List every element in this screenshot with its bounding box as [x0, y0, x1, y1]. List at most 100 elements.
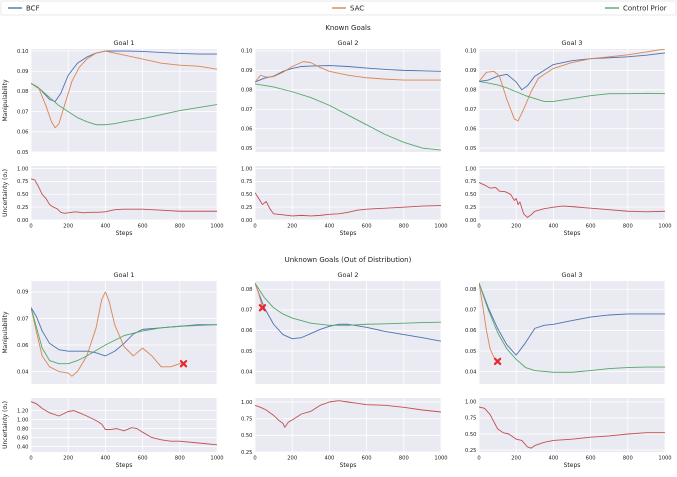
y-tick-label: 0.40 [17, 444, 29, 450]
chart-title: Goal 3 [561, 39, 582, 47]
plot-area [479, 49, 665, 152]
y-tick-label: 0.50 [241, 192, 253, 198]
y-axis-label: Uncertainty (σ₁) [2, 401, 9, 449]
series-line-control-prior [479, 282, 665, 373]
series-lines [255, 192, 441, 217]
x-tick-label: 1000 [658, 456, 671, 462]
series-line-control-prior [255, 83, 441, 151]
x-tick-label: 400 [100, 224, 110, 230]
y-tick-label: 0.06 [241, 126, 253, 132]
y-tick-label: 0.00 [17, 218, 29, 224]
y-tick-label: 0.75 [465, 416, 477, 422]
x-tick-label: 200 [511, 456, 521, 462]
panel-known-goal-2: 0.05 0.06 0.07 0.08 0.09 0.10 Goal 2 [241, 39, 442, 152]
x-tick-label: 1000 [658, 224, 671, 230]
panel-unknown-goal-3: 0.04 0.05 0.06 0.07 0.08 Goal 3 [465, 271, 666, 384]
panel-known-goal-1: 0.05 0.06 0.07 0.08 0.09 0.10 Goal 1 Manipulabi… [2, 39, 218, 156]
series-line-bcf [479, 282, 665, 356]
y-tick-label: 0.10 [465, 49, 477, 55]
x-tick-label: 600 [362, 456, 372, 462]
chart-title: Goal 1 [113, 39, 134, 47]
failure-marker [258, 304, 267, 312]
y-tick-label: 0.08 [241, 287, 253, 293]
series-lines [31, 401, 217, 446]
y-tick-label: 0.25 [241, 450, 253, 456]
series-line-uncertainty [31, 178, 217, 214]
y-tick-label: 0.07 [465, 308, 477, 314]
panel-unknown-goal-1: 0.04 0.06 0.07 0.09 Goal 1 Manipulability [2, 271, 218, 384]
section-title-unknown: Unknown Goals (Out of Distribution) [285, 256, 412, 264]
y-tick-label: 1.00 [465, 400, 477, 406]
series-line-control-prior [479, 81, 665, 102]
x-tick-label: 1000 [210, 456, 223, 462]
y-tick-label: 0.25 [241, 205, 253, 211]
x-tick-label: 600 [586, 224, 596, 230]
y-tick-label: 0.05 [465, 146, 477, 152]
x-axis-label: Steps [340, 230, 357, 237]
x-tick-label: 400 [324, 456, 334, 462]
y-tick-label: 0.25 [465, 448, 477, 454]
legend-label-control-prior: Control Prior [623, 5, 667, 13]
x-tick-label: 600 [138, 456, 148, 462]
legend-label-sac: SAC [350, 5, 364, 13]
series-line-sac [255, 61, 441, 83]
y-tick-label: 1.00 [17, 417, 29, 423]
series-lines [31, 50, 217, 129]
y-tick-label: 1.00 [241, 166, 253, 172]
series-line-sac [479, 49, 665, 122]
x-tick-label: 400 [548, 224, 558, 230]
y-tick-label: 0.06 [465, 126, 477, 132]
y-tick-label: 0.07 [241, 107, 253, 113]
series-line-bcf [255, 282, 441, 342]
y-tick-label: 0.04 [17, 369, 29, 375]
y-tick-label: 0.09 [17, 69, 29, 75]
y-tick-label: 0.75 [17, 179, 29, 185]
series-line-bcf [31, 50, 217, 102]
series-line-control-prior [31, 82, 217, 126]
y-tick-label: 0.50 [241, 433, 253, 439]
x-tick-label: 800 [399, 456, 409, 462]
y-tick-label: 0.25 [465, 205, 477, 211]
y-tick-label: 0.00 [465, 218, 477, 224]
legend: BCF SAC Control Prior [0, 0, 677, 16]
y-tick-label: 0.07 [17, 109, 29, 115]
plot-area [479, 281, 665, 384]
x-tick-label: 1000 [210, 224, 223, 230]
panel-known-uncertainty-3: 0 200 400 600 800 1000 0.00 0.25 0.50 0.75 1.00 Ste… [465, 166, 672, 237]
series-line-sac [255, 282, 263, 308]
plot-area [31, 49, 217, 152]
x-axis-label: Steps [564, 462, 581, 469]
y-tick-label: 0.07 [465, 107, 477, 113]
x-tick-label: 400 [324, 224, 334, 230]
plot-area [255, 49, 441, 152]
y-tick-label: 0.00 [241, 218, 253, 224]
x-tick-label: 0 [477, 224, 480, 230]
y-tick-label: 0.08 [465, 88, 477, 94]
y-tick-label: 0.05 [241, 349, 253, 355]
panel-known-uncertainty-2: 0 200 400 600 800 1000 0.00 0.25 0.50 0.75 1.00 Ste… [241, 166, 448, 237]
y-tick-label: 0.05 [465, 349, 477, 355]
series-lines [479, 182, 665, 218]
x-tick-label: 600 [362, 224, 372, 230]
x-tick-label: 800 [623, 224, 633, 230]
series-lines [255, 282, 441, 342]
y-tick-label: 0.04 [465, 369, 477, 375]
y-tick-label: 0.80 [17, 426, 29, 432]
x-tick-label: 800 [175, 456, 185, 462]
y-tick-label: 0.10 [241, 49, 253, 55]
series-line-uncertainty [255, 192, 441, 217]
y-tick-label: 1.00 [241, 400, 253, 406]
series-lines [31, 178, 217, 214]
x-tick-label: 0 [253, 456, 256, 462]
x-tick-label: 200 [287, 224, 297, 230]
y-tick-label: 0.07 [17, 316, 29, 322]
y-tick-label: 0.05 [241, 146, 253, 152]
y-axis-label: Manipulability [2, 311, 9, 353]
chart-title: Goal 3 [561, 271, 582, 279]
x-tick-label: 400 [100, 456, 110, 462]
x-tick-label: 200 [63, 456, 73, 462]
y-tick-label: 1.00 [17, 166, 29, 172]
plot-area [31, 398, 217, 452]
y-tick-label: 0.06 [17, 343, 29, 349]
x-tick-label: 800 [175, 224, 185, 230]
